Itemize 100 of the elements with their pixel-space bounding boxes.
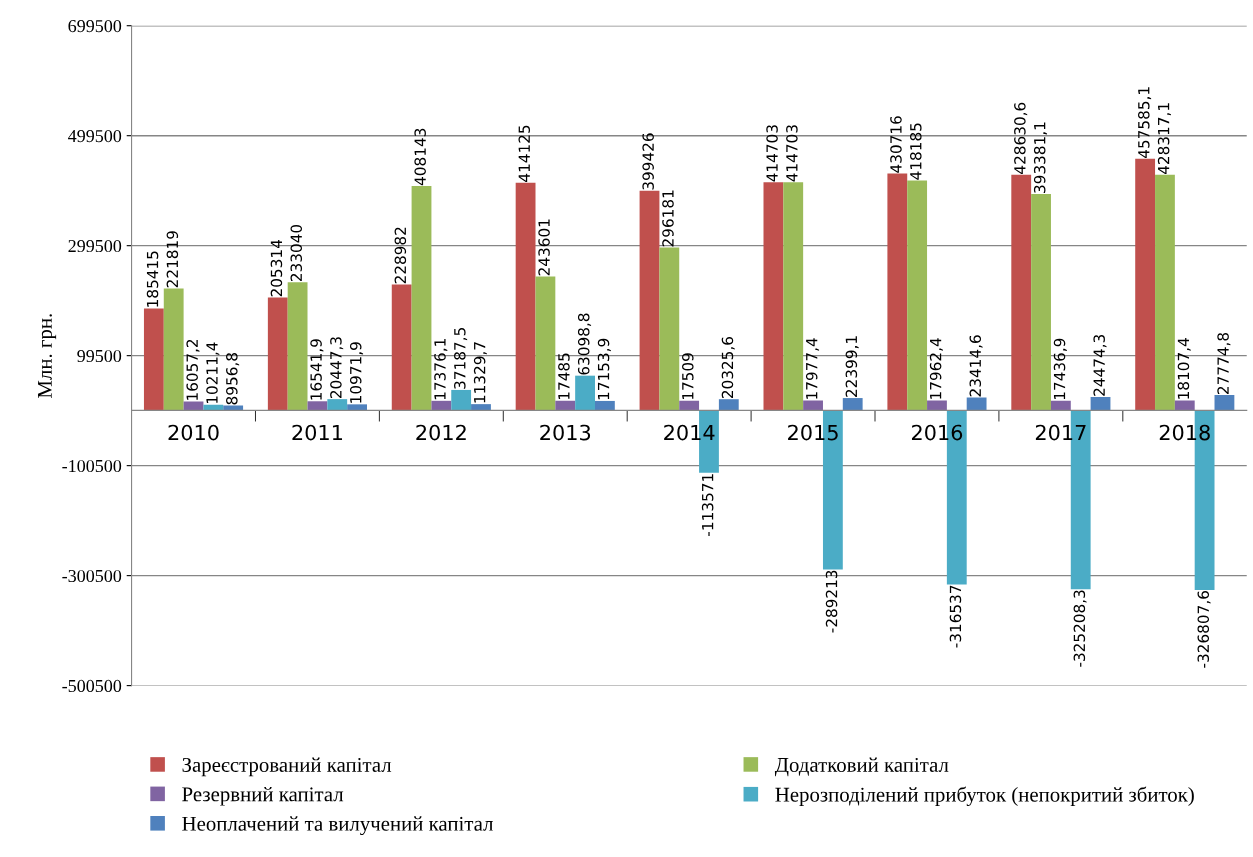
x-tick-label: 2010 [168,424,219,441]
data-label: 16057,2 [186,339,200,400]
data-label: 24474,3 [1093,334,1107,396]
data-label: 414703 [786,125,798,182]
data-label: 22399,1 [845,336,859,397]
data-label: -289213 [825,570,838,633]
data-label: 16541,9 [310,339,324,400]
bar [471,404,491,411]
data-label: -316537 [949,585,962,648]
bar [223,405,244,411]
data-label: 296181 [662,190,674,247]
data-label: 428317,1 [1157,103,1171,175]
bar [347,404,367,411]
bar [327,399,348,411]
data-label: 17153,9 [597,338,611,400]
bar [307,401,328,411]
data-label: 399426 [642,133,654,190]
bar [783,182,804,411]
data-label: -325208,3 [1073,590,1087,667]
legend-label: Зареєстрований капітал [182,757,392,777]
bar [1031,194,1051,411]
data-label: 37187,5 [454,328,468,389]
y-tick-label: 99500 [77,349,122,363]
bar [267,297,288,411]
data-label: 414125 [518,125,531,182]
y-tick-label: -500500 [62,679,122,693]
data-label: 243601 [538,219,550,276]
data-label: 228982 [394,227,407,284]
y-tick-label: 499500 [68,129,122,143]
x-tick-label: 2013 [540,424,591,441]
bar [515,182,536,411]
bar [594,400,615,411]
legend-label: Додатковий капітал [774,757,949,777]
bar [451,389,472,411]
bar [1090,396,1111,411]
bar [163,288,184,411]
x-tick-label: 2011 [292,424,343,441]
bar [431,400,452,411]
bar [1155,174,1175,411]
data-label: 18107,4 [1177,338,1191,399]
data-label: 17376,1 [434,339,448,400]
bar [763,182,784,411]
bar [966,397,987,411]
bar [287,282,308,411]
bar [1174,400,1195,411]
bar [1135,158,1156,411]
legend-label: Нерозподілений прибуток (непокритий збиток) [775,786,1194,806]
data-label: 418185 [910,123,922,180]
y-tick-label: 299500 [68,239,122,253]
y-axis-title: Млн. грн. [38,314,57,398]
data-label: 430716 [890,116,902,173]
data-label: -326807,6 [1197,591,1211,668]
data-label: 428630,6 [1014,102,1028,174]
legend-label: Резервний капітал [182,786,344,806]
data-label: 10971,9 [349,342,364,403]
data-label: 11329,7 [473,342,487,403]
bar [887,173,908,411]
data-label: 205314 [270,240,283,297]
bar [391,284,412,411]
bar [927,400,947,411]
data-label: 221819 [166,231,179,288]
bar [1050,400,1071,411]
bar [659,247,680,411]
data-label: 17485 [558,353,570,400]
data-label: 27774,8 [1217,332,1231,394]
data-label: 17509 [682,353,694,400]
data-label: 20447,3 [330,337,344,399]
data-label: 408143 [414,128,426,186]
bar [718,399,739,411]
bar [143,308,164,411]
data-label: 414703 [766,125,778,182]
bar [575,375,595,411]
bar [535,276,556,411]
bar [411,185,432,411]
x-tick-label: 2012 [416,424,466,441]
legend-label: Неоплачений та вилучений капітал [182,816,494,836]
data-label: 10211,4 [206,342,220,404]
data-label: 20325,6 [721,336,735,399]
bar [1011,174,1032,411]
bar [679,400,700,411]
data-label: 23414,6 [969,335,983,397]
data-label: 457585,1 [1138,87,1152,158]
bar [1214,395,1235,411]
data-label: 233040 [290,224,303,282]
y-tick-label: 699500 [68,19,122,33]
data-label: 8956,8 [226,353,240,405]
data-label: 63098,8 [577,313,592,375]
y-tick-label: -300500 [62,569,122,583]
data-label: 17962,4 [929,338,943,399]
bar [842,398,863,411]
y-tick-label: -100500 [62,459,122,473]
data-label: 17436,9 [1053,338,1067,400]
bar [907,180,928,411]
bar [803,400,823,411]
data-label: -113571 [701,474,714,536]
bar [639,190,660,411]
data-label: 185415 [146,251,159,307]
bar [203,404,224,411]
data-label: 17977,4 [805,338,820,399]
data-label: 393381,1 [1033,122,1048,193]
